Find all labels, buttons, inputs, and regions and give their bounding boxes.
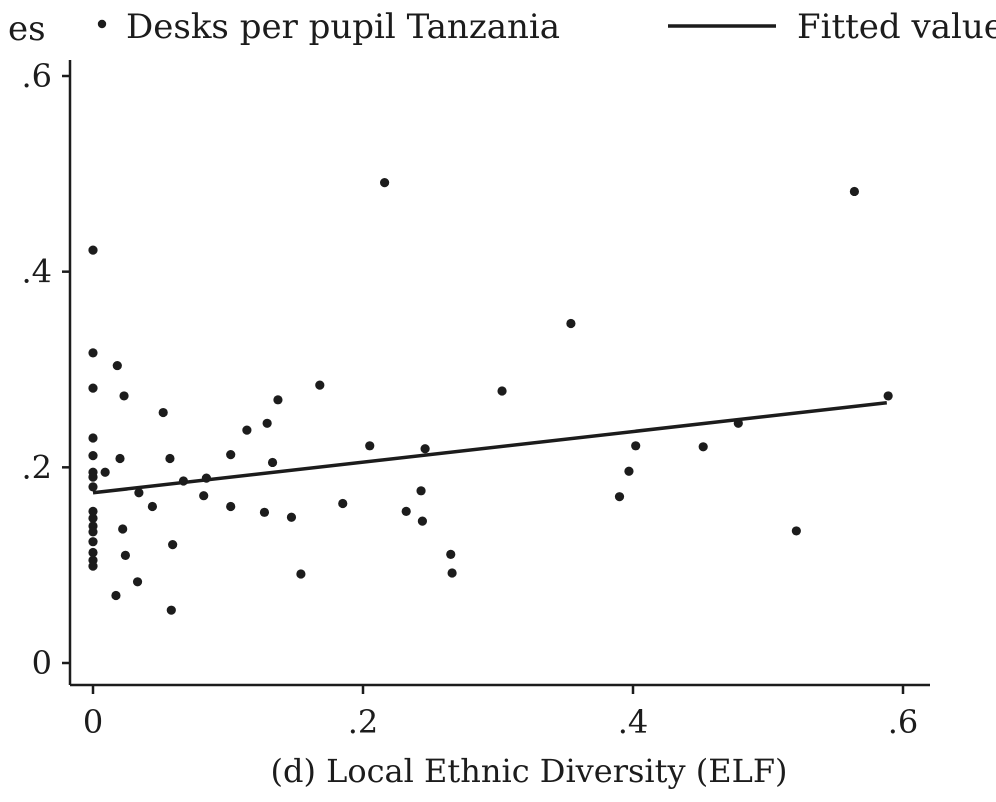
x-tick-label: .2 bbox=[348, 703, 379, 741]
data-point bbox=[88, 383, 98, 393]
data-point bbox=[733, 418, 743, 428]
x-axis-label: (d) Local Ethnic Diversity (ELF) bbox=[270, 752, 787, 790]
data-point bbox=[365, 441, 375, 451]
y-tick-label: 0 bbox=[32, 644, 52, 682]
data-point bbox=[178, 476, 189, 486]
data-point bbox=[286, 512, 297, 522]
data-point bbox=[88, 513, 98, 523]
data-point bbox=[158, 407, 168, 418]
x-tick-label: .6 bbox=[888, 703, 919, 741]
y-ticks: 0 .2 .4 .6 bbox=[21, 57, 70, 682]
data-point bbox=[134, 488, 144, 498]
data-point bbox=[791, 526, 801, 536]
legend-entry-scatter: Desks per pupil Tanzania bbox=[126, 7, 560, 47]
data-point bbox=[614, 492, 625, 502]
data-point bbox=[267, 457, 278, 468]
data-point bbox=[118, 524, 128, 534]
data-point bbox=[111, 590, 121, 601]
data-point bbox=[132, 577, 143, 587]
data-point bbox=[88, 433, 98, 443]
x-tick-label: 0 bbox=[83, 703, 103, 741]
x-tick-label: .4 bbox=[618, 703, 649, 741]
data-point bbox=[262, 418, 272, 428]
data-point bbox=[88, 450, 98, 461]
data-point bbox=[88, 527, 98, 537]
data-point bbox=[88, 472, 98, 482]
data-point bbox=[88, 506, 98, 516]
x-ticks: 0 .2 .4 .6 bbox=[83, 685, 918, 741]
y-axis-label-fragment: es bbox=[8, 9, 46, 49]
data-point bbox=[88, 245, 98, 255]
data-point bbox=[446, 549, 456, 560]
y-tick-label: .4 bbox=[21, 253, 52, 291]
data-point bbox=[119, 391, 129, 401]
data-point bbox=[166, 605, 176, 615]
scatter-series bbox=[88, 178, 893, 615]
data-point bbox=[88, 537, 98, 547]
data-point bbox=[631, 441, 641, 451]
y-tick-label: .6 bbox=[21, 57, 52, 95]
data-point bbox=[566, 318, 576, 329]
data-point bbox=[226, 501, 236, 512]
data-point bbox=[273, 395, 283, 405]
data-point bbox=[380, 178, 390, 188]
data-point bbox=[624, 466, 634, 476]
data-point bbox=[698, 442, 708, 452]
data-point bbox=[88, 482, 98, 492]
data-point bbox=[226, 450, 236, 460]
data-point bbox=[88, 561, 98, 571]
data-point bbox=[315, 380, 325, 390]
data-point bbox=[115, 453, 125, 464]
data-point bbox=[120, 550, 130, 560]
data-point bbox=[201, 473, 211, 483]
data-point bbox=[242, 425, 252, 435]
data-point bbox=[296, 569, 306, 579]
data-point bbox=[165, 453, 175, 464]
data-point bbox=[497, 386, 507, 396]
data-point bbox=[883, 391, 893, 401]
data-point bbox=[88, 348, 98, 358]
data-point bbox=[112, 360, 122, 371]
data-point bbox=[417, 516, 427, 526]
data-point bbox=[401, 506, 411, 516]
data-point bbox=[259, 507, 270, 517]
data-point bbox=[199, 491, 209, 501]
data-point bbox=[168, 540, 178, 550]
data-point bbox=[849, 186, 860, 197]
y-tick-label: .2 bbox=[21, 448, 52, 486]
data-point bbox=[147, 501, 157, 512]
data-point bbox=[447, 568, 457, 578]
data-point bbox=[338, 498, 348, 509]
fitted-line bbox=[92, 401, 887, 495]
data-point bbox=[416, 486, 426, 496]
data-point bbox=[88, 547, 98, 558]
legend: es Desks per pupil Tanzania Fitted value… bbox=[8, 7, 996, 49]
data-point bbox=[100, 467, 110, 477]
legend-entry-fitted: Fitted values bbox=[797, 7, 996, 47]
data-point bbox=[420, 444, 430, 454]
fitted-values-series bbox=[92, 401, 887, 495]
legend-scatter-marker bbox=[97, 19, 107, 29]
